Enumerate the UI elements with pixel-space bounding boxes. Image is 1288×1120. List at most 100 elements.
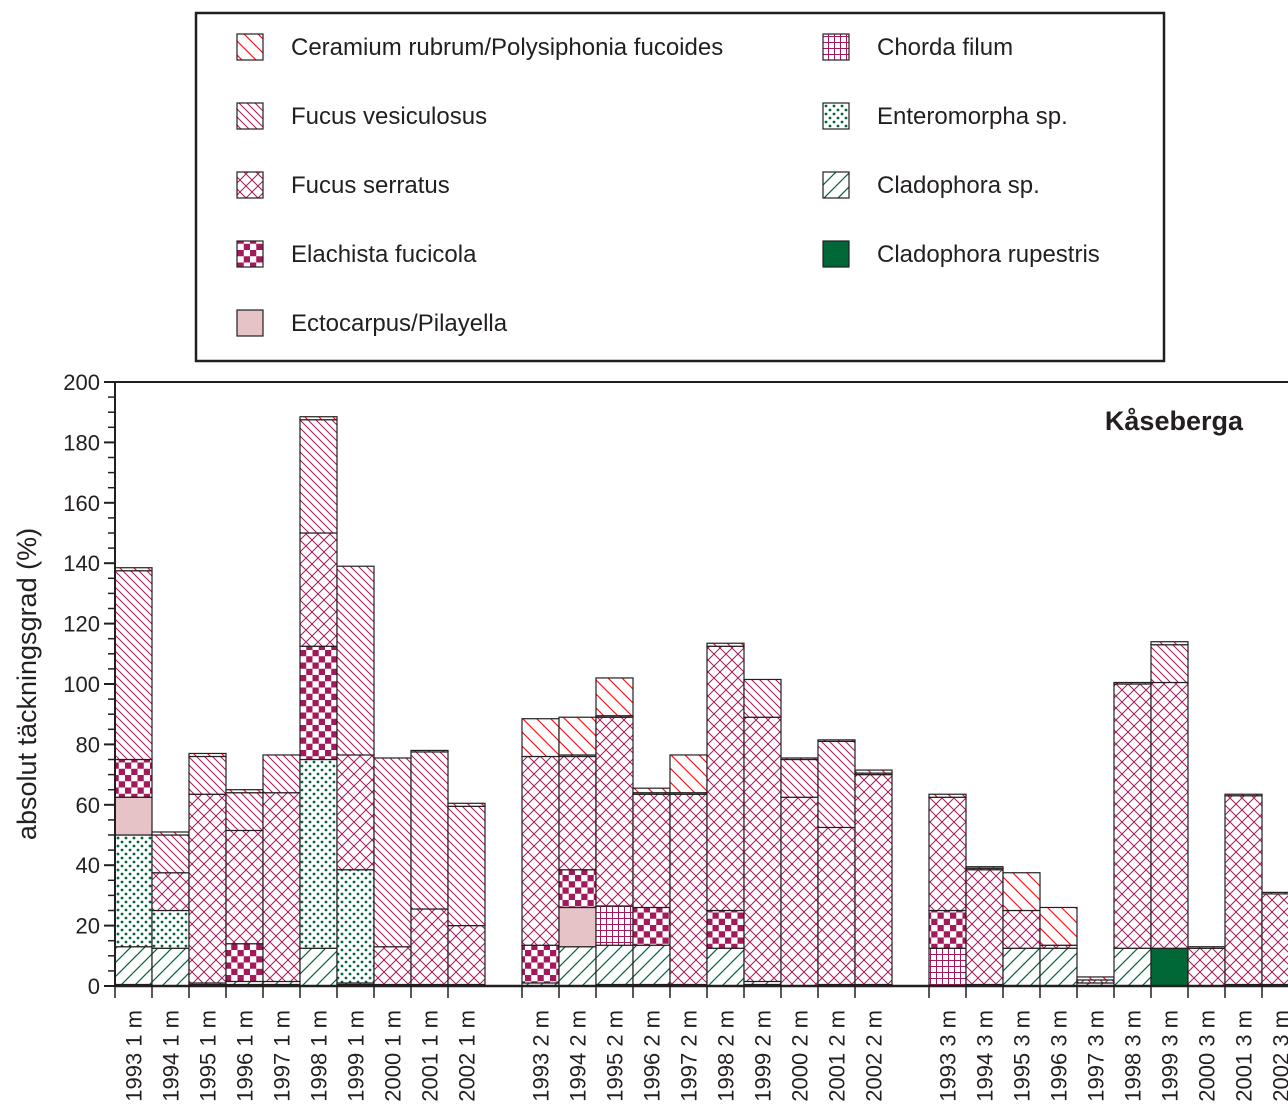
bar-segment-fucus-serratus [595, 716, 634, 907]
bar-segment-fucus-serratus [669, 793, 708, 986]
x-tick-label: 1997 3 m [1084, 1010, 1109, 1102]
bar-segment-fucus-vesiculosus [780, 758, 819, 798]
x-tick-label: 2000 2 m [788, 1010, 813, 1102]
legend-swatch [822, 102, 850, 130]
y-tick-label: 180 [63, 430, 100, 455]
x-tick-label: 1997 1 m [270, 1010, 295, 1102]
bar-segment-fucus-serratus [780, 796, 819, 987]
bar-segment-ceramium-rubrum-polysiphonia-fucoides [854, 769, 893, 774]
legend-label: Fucus vesiculosus [291, 103, 487, 130]
bar-segment-elachista-fucicola [928, 909, 967, 949]
legend-swatch [822, 33, 850, 61]
bar-segment-ceramium-rubrum-polysiphonia-fucoides [114, 567, 153, 572]
bar-segment-ectocarpus-pilayella [558, 906, 597, 948]
plot-area: 0 20 40 60 80 100 120 140 160 180 200 1993 1 m 1994… [12, 370, 1288, 1102]
x-tick-label: 1996 3 m [1047, 1010, 1072, 1102]
bar-segment-enteromorpha-sp [299, 758, 338, 949]
bar-segment-fucus-serratus [410, 908, 449, 986]
x-tick-label: 2001 1 m [418, 1010, 443, 1102]
bar-segment-ceramium-rubrum-polysiphonia-fucoides [780, 757, 819, 761]
bar-segment-fucus-serratus [706, 645, 745, 912]
x-tick-label: 1999 2 m [751, 1010, 776, 1102]
bar-segment-fucus-serratus [558, 755, 597, 871]
bar-segment-fucus-serratus [743, 716, 782, 983]
bar-segment-ceramium-rubrum-polysiphonia-fucoides [1076, 976, 1115, 981]
bar-segment-ceramium-rubrum-polysiphonia-fucoides [410, 749, 449, 753]
bar-segment-ceramium-rubrum-polysiphonia-fucoides [1002, 872, 1041, 912]
legend-item-ectocarpus-pilayella: Ectocarpus/Pilayella [236, 309, 508, 337]
bar-segment-ceramium-rubrum-polysiphonia-fucoides [1150, 641, 1189, 646]
y-tick-label: 80 [76, 732, 100, 757]
bar-segment-elachista-fucicola [114, 758, 153, 798]
bar-segment-elachista-fucicola [521, 944, 560, 984]
bar-segment-ceramium-rubrum-polysiphonia-fucoides [521, 718, 560, 758]
x-tick-label: 2002 1 m [455, 1010, 480, 1102]
legend-label: Elachista fucicola [291, 241, 477, 268]
bar-segment-ceramium-rubrum-polysiphonia-fucoides [558, 716, 597, 756]
bar-segment-fucus-vesiculosus [817, 740, 856, 829]
bar-segment-elachista-fucicola [558, 869, 597, 909]
legend-label: Fucus serratus [291, 172, 450, 199]
bar-segment-fucus-serratus [299, 532, 338, 647]
bar-segment-fucus-serratus [965, 869, 1004, 986]
x-tick-label: 1995 2 m [603, 1010, 628, 1102]
bar-segment-elachista-fucicola [299, 645, 338, 761]
legend-swatch [236, 309, 264, 337]
bar-segment-fucus-serratus [373, 946, 412, 986]
x-tick-label: 1998 3 m [1121, 1010, 1146, 1102]
bar-segment-ceramium-rubrum-polysiphonia-fucoides [1224, 793, 1263, 797]
x-tick-label: 1994 1 m [159, 1010, 184, 1102]
bar-segment-ceramium-rubrum-polysiphonia-fucoides [151, 831, 190, 836]
y-axis-ticks: 0 20 40 60 80 100 120 140 160 180 200 [63, 370, 115, 999]
bar-segment-ceramium-rubrum-polysiphonia-fucoides [706, 642, 745, 647]
legend: Ceramium rubrum/Polysiphonia fucoides Cho… [194, 11, 1166, 363]
bar-segment-fucus-serratus [817, 826, 856, 986]
bar-segment-cladophora-sp [1113, 947, 1152, 987]
bar-segment-ceramium-rubrum-polysiphonia-fucoides [817, 739, 856, 742]
legend-item-cladophora-rupestris: Cladophora rupestris [822, 240, 1100, 268]
bar-segment-cladophora-sp [1002, 947, 1041, 987]
bar-segment-fucus-vesiculosus [410, 751, 449, 910]
legend-swatch [236, 240, 264, 268]
x-tick-label: 2001 2 m [825, 1010, 850, 1102]
bar-segment-enteromorpha-sp [114, 834, 153, 948]
bar-segment-elachista-fucicola [706, 909, 745, 949]
x-tick-label: 2001 3 m [1232, 1010, 1257, 1102]
x-tick-label: 1995 3 m [1010, 1010, 1035, 1102]
x-tick-label: 1996 2 m [640, 1010, 665, 1102]
bar-segment-ectocarpus-pilayella [114, 796, 153, 836]
legend-label: Chorda filum [877, 34, 1013, 61]
bar-segment-fucus-vesiculosus [299, 419, 338, 534]
bars-layer [114, 416, 1288, 987]
legend-item-enteromorpha-sp: Enteromorpha sp. [822, 102, 1068, 130]
legend-item-fucus-serratus: Fucus serratus [236, 171, 450, 199]
legend-swatch [822, 171, 850, 199]
x-tick-label: 1993 3 m [936, 1010, 961, 1102]
y-axis-label: absolut täckningsgrad (%) [12, 528, 42, 840]
bar-segment-fucus-vesiculosus [262, 754, 301, 794]
bar-segment-ceramium-rubrum-polysiphonia-fucoides [1261, 891, 1288, 895]
bar-segment-fucus-serratus [1002, 909, 1041, 949]
legend-swatch [236, 171, 264, 199]
bar-segment-fucus-serratus [188, 793, 227, 984]
x-tick-label: 1993 2 m [529, 1010, 554, 1102]
x-tick-label: 1998 2 m [714, 1010, 739, 1102]
bar-segment-fucus-serratus [928, 796, 967, 912]
bar-segment-ceramium-rubrum-polysiphonia-fucoides [1187, 946, 1226, 949]
bar-segment-fucus-vesiculosus [336, 565, 375, 756]
bar-segment-fucus-serratus [1187, 947, 1226, 987]
x-tick-label: 1999 1 m [344, 1010, 369, 1102]
bar-segment-fucus-vesiculosus [373, 757, 412, 948]
bar-segment-cladophora-sp [151, 947, 190, 987]
x-tick-label: 2002 3 m [1269, 1010, 1288, 1102]
y-tick-label: 40 [76, 853, 100, 878]
bar-segment-fucus-serratus [336, 754, 375, 871]
x-tick-label: 1995 1 m [196, 1010, 221, 1102]
bar-segment-ceramium-rubrum-polysiphonia-fucoides [188, 752, 227, 758]
legend-box [194, 11, 1166, 363]
x-tick-label: 2000 3 m [1195, 1010, 1220, 1102]
y-tick-label: 160 [63, 491, 100, 516]
y-tick-label: 60 [76, 793, 100, 818]
bar-segment-fucus-vesiculosus [447, 805, 486, 927]
